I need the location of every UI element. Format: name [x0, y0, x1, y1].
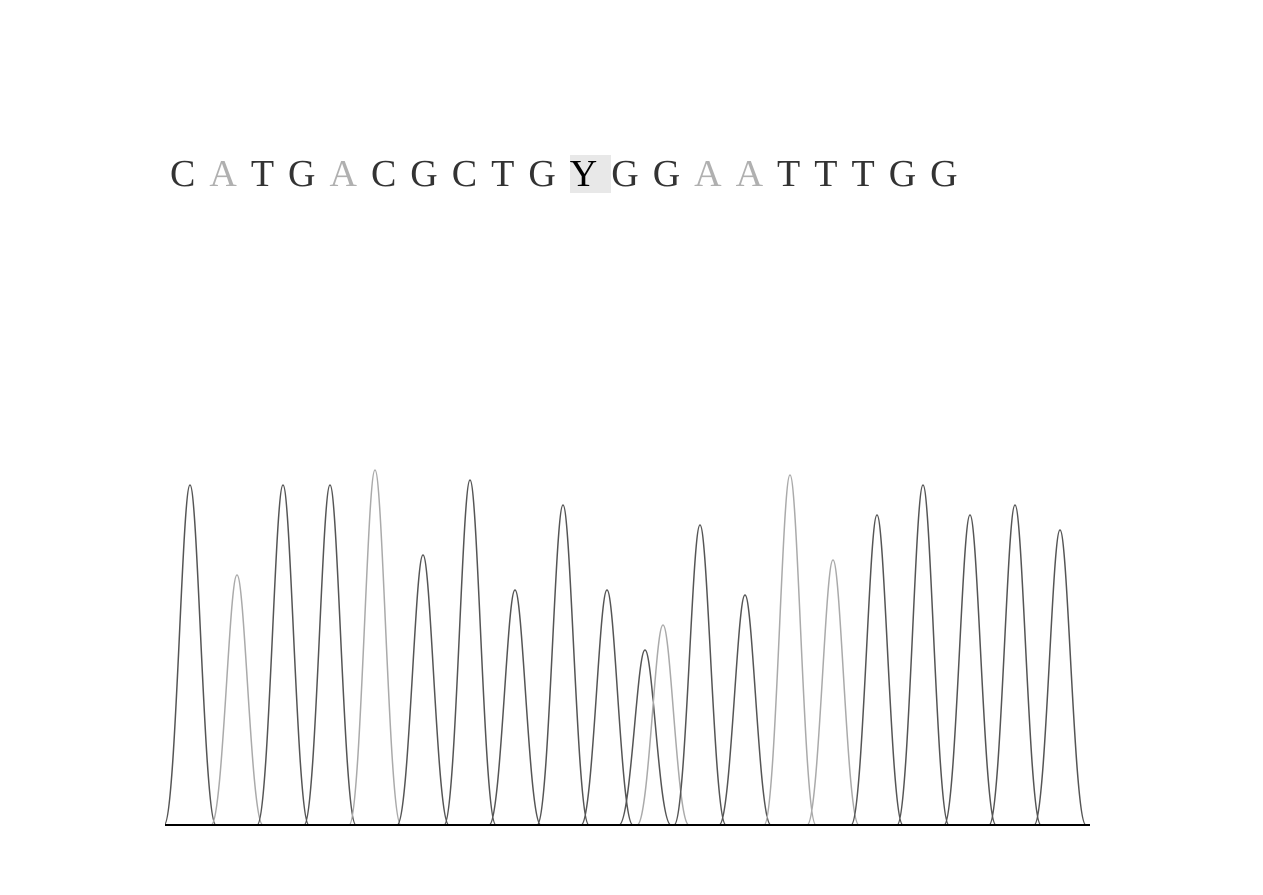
- base-letter: G: [410, 155, 451, 193]
- base-letter: A: [329, 155, 370, 193]
- chromatogram-peak: [1034, 530, 1086, 825]
- base-letter: T: [851, 155, 888, 193]
- base-letter: T: [777, 155, 814, 193]
- base-letter: G: [611, 155, 652, 193]
- chromatogram-peak: [257, 485, 309, 825]
- base-letter: G: [653, 155, 694, 193]
- base-letter: A: [694, 155, 735, 193]
- base-letter: G: [930, 155, 971, 193]
- base-letter: G: [288, 155, 329, 193]
- base-letter: T: [814, 155, 851, 193]
- base-letter: C: [371, 155, 410, 193]
- chromatogram-peak: [764, 475, 816, 825]
- chromatogram-peak: [897, 485, 949, 825]
- chromatogram-peak: [851, 515, 903, 825]
- base-letter: G: [528, 155, 569, 193]
- base-letter: A: [736, 155, 777, 193]
- base-letter: C: [452, 155, 491, 193]
- sequence-row: CATGACGCTGYGGAATTTGG: [170, 155, 972, 193]
- base-letter: T: [251, 155, 288, 193]
- chromatogram-peak: [719, 595, 771, 825]
- chromatogram-peak: [944, 515, 996, 825]
- chromatogram-peak: [581, 590, 633, 825]
- chromatogram-peak: [304, 485, 356, 825]
- chromatogram-peak: [444, 480, 496, 825]
- chromatogram-peak: [537, 505, 589, 825]
- chromatogram-peak: [489, 590, 541, 825]
- base-letter: G: [889, 155, 930, 193]
- chromatogram-peak: [807, 560, 859, 825]
- chromatogram-peak: [165, 485, 216, 825]
- base-letter: A: [209, 155, 250, 193]
- base-letter: T: [491, 155, 528, 193]
- chromatogram: [165, 460, 1090, 840]
- base-letter: C: [170, 155, 209, 193]
- base-letter: Y: [570, 155, 611, 193]
- chromatogram-svg: [165, 460, 1090, 840]
- chromatogram-peak: [674, 525, 726, 825]
- chromatogram-peak: [397, 555, 449, 825]
- chromatogram-peak: [989, 505, 1041, 825]
- chromatogram-peak: [349, 470, 401, 825]
- chromatogram-peak: [211, 575, 263, 825]
